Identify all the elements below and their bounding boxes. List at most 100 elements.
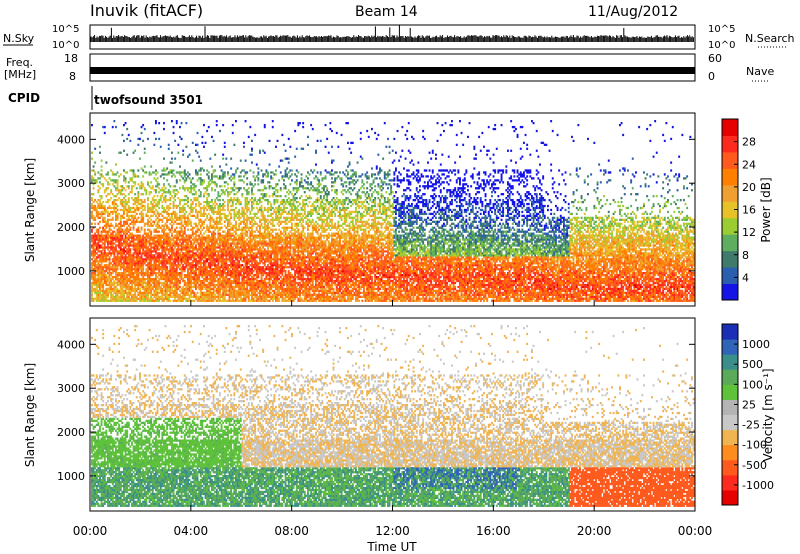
heat-cell xyxy=(129,297,132,300)
heat-cell xyxy=(123,123,125,127)
heat-cell xyxy=(140,256,143,259)
heat-cell xyxy=(115,293,117,296)
heat-cell xyxy=(126,279,129,283)
heat-cell xyxy=(223,295,226,298)
heat-cell xyxy=(121,242,124,245)
heat-cell xyxy=(107,299,109,302)
heat-cell xyxy=(132,234,135,237)
heat-cell xyxy=(102,236,105,239)
heat-cell xyxy=(132,151,135,154)
heat-cell xyxy=(95,236,98,239)
heat-cell xyxy=(212,287,215,291)
heat-cell xyxy=(198,283,201,287)
heat-cell xyxy=(209,208,212,212)
heat-cell xyxy=(201,283,204,287)
heat-cell xyxy=(223,185,226,188)
heat-cell xyxy=(223,246,226,249)
heat-cell xyxy=(124,279,127,283)
heat-cell xyxy=(169,287,172,291)
heat-cell xyxy=(243,175,245,178)
heat-cell xyxy=(124,246,127,249)
heat-cell xyxy=(175,285,178,289)
heat-cell xyxy=(211,246,213,249)
heat-cell xyxy=(161,195,164,198)
heat-cell xyxy=(118,283,121,287)
heat-cell xyxy=(113,198,116,202)
heat-cell xyxy=(111,173,114,176)
heat-cell xyxy=(172,210,175,214)
heat-cell xyxy=(185,291,188,295)
heat-cell xyxy=(166,272,169,275)
heat-cell xyxy=(209,264,212,267)
heat-cell xyxy=(116,299,119,302)
heat-cell xyxy=(235,169,237,172)
heat-cell xyxy=(203,238,205,241)
heat-cell xyxy=(193,277,196,281)
heat-cell xyxy=(215,216,218,220)
heat-cell xyxy=(163,285,165,289)
heat-cell xyxy=(182,153,185,156)
heat-cell xyxy=(177,222,180,225)
heat-cell xyxy=(214,200,217,204)
heat-cell xyxy=(155,297,157,300)
heat-cell xyxy=(132,295,135,298)
heat-cell xyxy=(153,210,156,214)
heat-cell xyxy=(121,189,124,192)
heat-cell xyxy=(163,238,165,241)
heat-cell xyxy=(108,193,111,196)
heat-cell xyxy=(151,204,154,208)
heat-cell xyxy=(203,145,205,148)
heat-cell xyxy=(156,285,159,289)
heat-cell xyxy=(95,212,98,216)
heat-cell xyxy=(174,193,177,196)
heat-cell xyxy=(119,198,122,202)
heat-cell xyxy=(127,279,130,283)
heat-cell xyxy=(227,204,229,208)
heat-cell xyxy=(201,244,204,247)
heat-cell xyxy=(196,295,199,298)
heat-cell xyxy=(95,208,98,212)
heat-cell xyxy=(91,289,93,293)
heat-cell xyxy=(190,268,193,271)
heat-cell xyxy=(171,248,173,251)
heat-cell xyxy=(187,204,189,208)
heat-cell xyxy=(127,206,130,210)
heat-cell xyxy=(111,183,114,186)
heat-cell xyxy=(211,248,213,251)
heat-cell xyxy=(107,210,109,214)
heat-cell xyxy=(91,287,93,291)
heat-cell xyxy=(140,226,143,229)
heat-cell xyxy=(156,185,159,188)
heat-cell xyxy=(113,268,116,271)
heat-cell xyxy=(203,250,205,253)
heat-cell xyxy=(167,147,170,150)
heat-cell xyxy=(206,169,209,172)
heat-cell xyxy=(195,287,197,291)
heat-cell xyxy=(158,268,161,271)
heat-cell xyxy=(139,220,141,223)
heat-cell xyxy=(177,246,180,249)
heat-cell xyxy=(119,230,122,233)
heat-cell xyxy=(116,275,119,279)
heat-cell xyxy=(166,279,169,283)
heat-cell xyxy=(209,246,212,249)
heat-cell xyxy=(155,169,157,172)
heat-cell xyxy=(142,169,145,172)
heat-cell xyxy=(190,244,193,247)
heat-cell xyxy=(155,289,157,293)
heat-cell xyxy=(183,202,186,206)
heat-cell xyxy=(135,200,138,204)
heat-cell xyxy=(97,256,100,259)
heat-cell xyxy=(203,254,205,257)
heat-cell xyxy=(233,185,236,188)
heat-cell xyxy=(143,151,146,154)
heat-cell xyxy=(201,246,204,249)
heat-cell xyxy=(214,264,217,267)
heat-cell xyxy=(169,212,172,216)
heat-cell xyxy=(123,262,125,265)
heat-cell xyxy=(158,272,161,275)
heat-cell xyxy=(172,293,175,296)
heat-cell xyxy=(153,228,156,231)
heat-cell xyxy=(180,270,183,273)
heat-cell xyxy=(129,210,132,214)
